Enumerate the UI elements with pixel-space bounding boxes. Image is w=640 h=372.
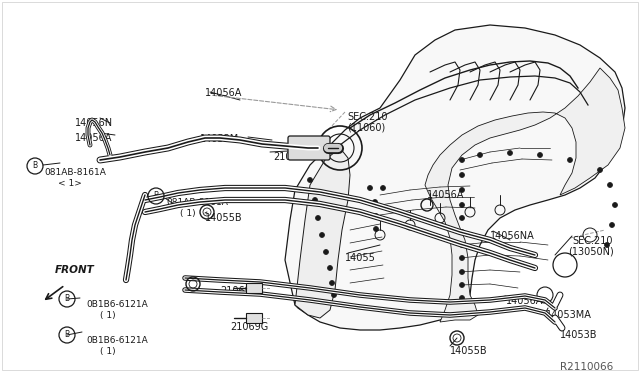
Text: SEC.210: SEC.210 — [572, 236, 612, 246]
Circle shape — [568, 157, 573, 163]
Text: 14056N: 14056N — [75, 118, 113, 128]
Circle shape — [381, 186, 385, 190]
Text: 0B1B6-6121A: 0B1B6-6121A — [86, 300, 148, 309]
Circle shape — [460, 187, 465, 192]
Text: 14056A: 14056A — [427, 190, 465, 200]
Circle shape — [328, 266, 333, 270]
Bar — [246, 283, 262, 293]
FancyBboxPatch shape — [288, 136, 330, 160]
Circle shape — [460, 256, 465, 260]
Text: 14053B: 14053B — [560, 330, 598, 340]
Text: 14055B: 14055B — [450, 346, 488, 356]
Circle shape — [508, 151, 513, 155]
Circle shape — [609, 222, 614, 228]
Text: 14056A: 14056A — [506, 296, 543, 306]
Circle shape — [323, 250, 328, 254]
Text: 081AB-8161A: 081AB-8161A — [166, 198, 228, 207]
Circle shape — [460, 215, 465, 221]
Circle shape — [477, 153, 483, 157]
Polygon shape — [295, 148, 350, 318]
Text: B: B — [64, 294, 69, 303]
Text: 14056A: 14056A — [75, 133, 113, 143]
Text: B: B — [64, 330, 69, 339]
Text: FRONT: FRONT — [55, 265, 95, 275]
Circle shape — [316, 215, 321, 221]
Text: R2110066: R2110066 — [560, 362, 613, 372]
Polygon shape — [285, 25, 625, 330]
Text: 21049: 21049 — [273, 152, 304, 162]
Circle shape — [307, 177, 312, 183]
Circle shape — [460, 202, 465, 208]
Text: 14055B: 14055B — [205, 213, 243, 223]
Text: ( 1): ( 1) — [180, 209, 196, 218]
Text: 14053MA: 14053MA — [546, 310, 592, 320]
Text: B: B — [32, 161, 37, 170]
Circle shape — [612, 202, 618, 208]
Circle shape — [538, 153, 543, 157]
Bar — [246, 313, 262, 323]
Circle shape — [460, 243, 465, 247]
Text: B: B — [153, 191, 158, 200]
Circle shape — [319, 232, 324, 237]
Circle shape — [460, 173, 465, 177]
Circle shape — [460, 157, 465, 163]
Circle shape — [460, 269, 465, 275]
Text: 21069G: 21069G — [230, 322, 268, 332]
Text: 21069G: 21069G — [220, 286, 259, 296]
Text: 14056NA: 14056NA — [490, 231, 535, 241]
Circle shape — [460, 282, 465, 288]
Polygon shape — [425, 68, 625, 322]
Circle shape — [367, 186, 372, 190]
Text: 14056A: 14056A — [205, 88, 243, 98]
Text: 0B1B6-6121A: 0B1B6-6121A — [86, 336, 148, 345]
Circle shape — [607, 183, 612, 187]
Text: 14053M: 14053M — [200, 134, 239, 144]
Text: 14055: 14055 — [345, 253, 376, 263]
Text: ( 1): ( 1) — [100, 347, 116, 356]
Text: 081AB-8161A: 081AB-8161A — [44, 168, 106, 177]
Circle shape — [460, 295, 465, 301]
Circle shape — [330, 280, 335, 285]
Circle shape — [372, 199, 378, 205]
Text: (11060): (11060) — [347, 122, 385, 132]
Circle shape — [460, 230, 465, 234]
Text: SEC.210: SEC.210 — [347, 112, 387, 122]
Text: ( 1): ( 1) — [100, 311, 116, 320]
Circle shape — [374, 214, 378, 218]
Circle shape — [605, 243, 609, 247]
Circle shape — [374, 227, 378, 231]
Circle shape — [598, 167, 602, 173]
Text: < 1>: < 1> — [58, 179, 82, 188]
Text: (13050N): (13050N) — [568, 246, 614, 256]
Circle shape — [312, 198, 317, 202]
Circle shape — [332, 292, 337, 298]
